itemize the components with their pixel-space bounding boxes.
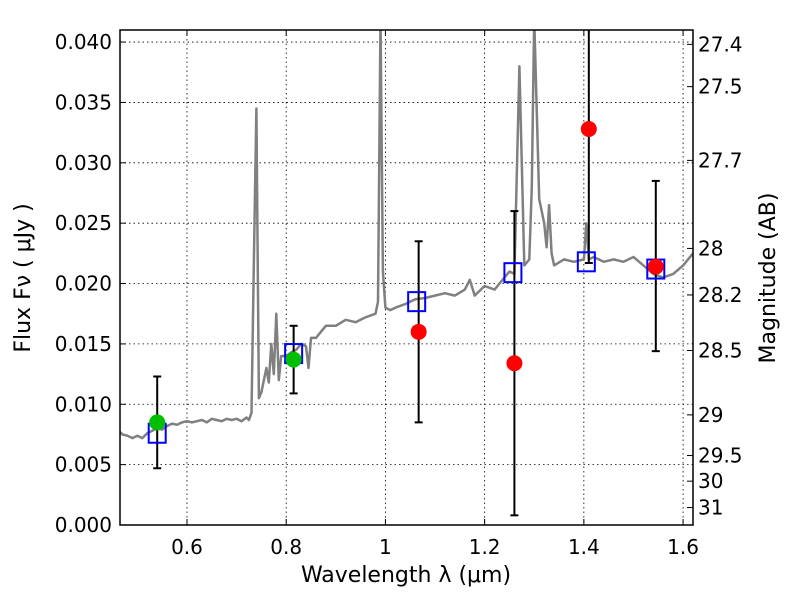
model-flux-square [503, 262, 523, 284]
mag-tick-label: 27.5 [698, 75, 743, 99]
x-tick-label: 1.2 [469, 535, 501, 559]
mag-tick-label: 28.5 [698, 338, 743, 362]
measurement-point [506, 355, 523, 372]
mag-tick-label: 31 [698, 496, 723, 520]
spectrum-line [120, 30, 693, 440]
model-flux-square [576, 251, 596, 273]
mag-tick-label: 29.5 [698, 444, 743, 468]
y-tick-label: 0.040 [55, 30, 112, 54]
y-tick-label: 0.015 [55, 332, 112, 356]
x-tick-label: 0.8 [270, 535, 302, 559]
plot-area [120, 30, 693, 525]
y-tick-label: 0.000 [55, 513, 112, 537]
measurement-point [647, 258, 664, 275]
mag-tick-label: 30 [698, 469, 723, 493]
tick-labels: 0.6 0.8 1 1.2 1.4 1.6 0.000 0.005 0.010 0.015 0.02… [55, 30, 743, 559]
tick-marks [120, 30, 693, 526]
y-tick-label: 0.010 [55, 392, 112, 416]
measurement-point [580, 121, 597, 137]
x-tick-label: 1 [379, 535, 392, 559]
x-tick-label: 1.6 [667, 535, 699, 559]
grid [120, 30, 693, 526]
data-layer [120, 30, 693, 517]
y-tick-label: 0.020 [55, 272, 112, 296]
y-tick-label: 0.005 [55, 453, 112, 477]
mag-tick-label: 27.4 [698, 32, 743, 56]
mag-tick-label: 28.2 [698, 283, 743, 307]
model-flux-square [407, 291, 427, 313]
mag-tick-label: 29 [698, 403, 723, 427]
x-tick-label: 1.4 [568, 535, 600, 559]
y-tick-label: 0.035 [55, 90, 112, 114]
plot-frame [119, 29, 694, 526]
x-axis-label: Wavelength λ (μm) [301, 563, 511, 588]
mag-tick-label: 28 [698, 236, 723, 260]
detection-point [285, 351, 302, 368]
y-tick-label: 0.025 [55, 211, 112, 235]
mag-tick-label: 27.7 [698, 148, 743, 172]
y2-axis-label: Magnitude (AB) [756, 193, 781, 364]
measurement-point [410, 323, 427, 340]
x-tick-label: 0.6 [171, 535, 203, 559]
y-tick-label: 0.030 [55, 151, 112, 175]
detection-point [149, 414, 166, 431]
y-axis-label: Flux Fν ( μJy ) [11, 203, 36, 352]
